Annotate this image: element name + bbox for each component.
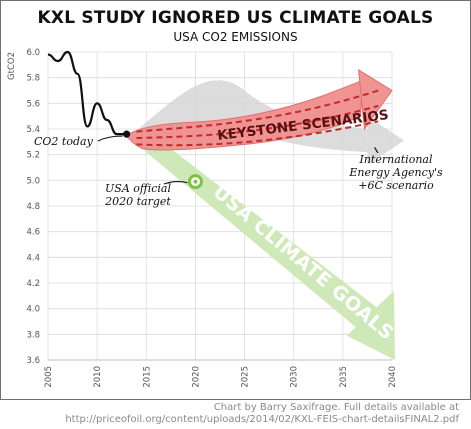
y-tick-label: 4.8 <box>26 202 40 212</box>
keystone-scenarios-arrowhead <box>357 69 393 131</box>
keystone-scenario-line-2 <box>136 104 379 139</box>
iea-label-line-3: +6C scenario <box>358 179 434 192</box>
target-pointer <box>163 181 188 185</box>
x-tick-label: 2040 <box>388 366 398 388</box>
y-tick-label: 3.6 <box>26 356 40 366</box>
y-tick-label: 5.8 <box>26 74 40 84</box>
chart-credit: Chart by Barry Saxifrage. Full details a… <box>65 402 459 426</box>
target-label-line-2: 2020 target <box>104 195 171 208</box>
y-axis-label: GtCO2 <box>7 52 17 80</box>
six-c-label: +6C <box>409 115 448 135</box>
chart-subtitle: USA CO2 EMISSIONS <box>173 30 298 44</box>
keystone-scenario-line-1 <box>136 89 379 133</box>
iea-label-line-1: International <box>359 153 433 166</box>
tick-layer: 3.6 3.8 4.0 4.2 4.4 4.6 4.8 5.0 5.2 5.4 5.6 5.8 6.0 2… <box>26 48 398 388</box>
x-tick-label: 2020 <box>191 366 201 388</box>
y-tick-label: 5.0 <box>26 176 40 186</box>
co2-today-label: CO2 today <box>34 135 94 148</box>
iea-pointer <box>374 147 379 154</box>
2020-target-center <box>193 179 198 184</box>
x-tick-label: 2005 <box>44 366 54 388</box>
credit-line-1: Chart by Barry Saxifrage. Full details a… <box>213 402 459 413</box>
x-tick-label: 2025 <box>241 366 251 388</box>
iea-scenario-arrowhead <box>367 116 404 165</box>
y-tick-label: 4.0 <box>26 305 40 315</box>
y-tick-label: 5.6 <box>26 99 40 109</box>
target-label-line-1: USA official <box>105 182 171 195</box>
climate-goals-label: USA CLIMATE GOALS <box>209 181 398 345</box>
x-tick-label: 2030 <box>290 366 300 388</box>
x-tick-label: 2015 <box>142 366 152 388</box>
chart-title: KXL STUDY IGNORED US CLIMATE GOALS <box>37 8 434 28</box>
x-tick-label: 2010 <box>93 366 103 388</box>
y-tick-label: 4.2 <box>26 279 40 289</box>
keystone-scenarios-band <box>125 79 364 151</box>
keystone-scenario-line-3 <box>136 120 379 147</box>
climate-goals-arrow <box>138 141 386 337</box>
co2-today-pointer <box>97 135 123 142</box>
y-tick-label: 5.2 <box>26 151 40 161</box>
y-tick-label: 4.4 <box>26 253 40 263</box>
y-tick-label: 3.8 <box>26 330 40 340</box>
y-tick-label: 6.0 <box>26 48 40 58</box>
historical-emissions-line <box>47 50 127 136</box>
y-tick-label: 5.4 <box>26 125 40 135</box>
x-tick-label: 2035 <box>339 366 349 388</box>
climate-goals-arrowhead <box>346 290 395 360</box>
iea-label-line-2: Energy Agency's <box>348 166 443 179</box>
co2-today-marker <box>123 130 131 138</box>
y-tick-label: 4.6 <box>26 228 40 238</box>
credit-line-2: http://priceofoil.org/content/uploads/20… <box>65 414 459 425</box>
